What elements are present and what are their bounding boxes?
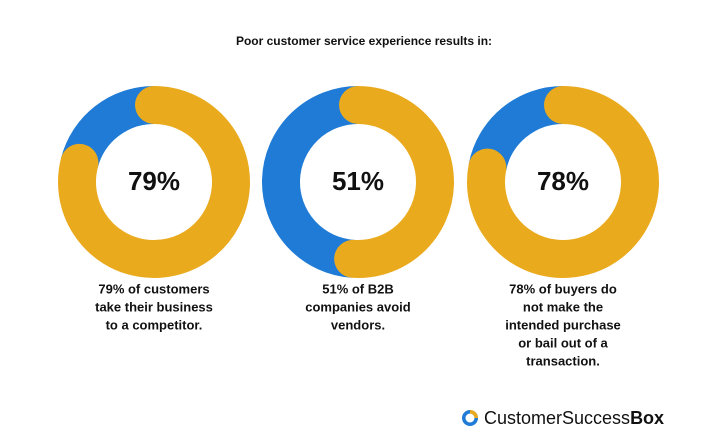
donut-segment xyxy=(58,86,250,278)
caption-line: not make the xyxy=(523,299,603,314)
center-label: 79% xyxy=(128,166,180,196)
brand-name: CustomerSuccessBox xyxy=(484,408,664,428)
donut-segment xyxy=(262,86,359,278)
caption-line: intended purchase xyxy=(505,317,621,332)
donut-segment xyxy=(334,86,454,278)
caption-line: vendors. xyxy=(331,317,385,332)
title: Poor customer service experience results… xyxy=(236,34,492,48)
caption-line: 79% of customers xyxy=(98,281,209,296)
caption-line: transaction. xyxy=(526,353,600,368)
caption-line: to a competitor. xyxy=(106,317,203,332)
center-label: 51% xyxy=(332,166,384,196)
caption-line: 78% of buyers do xyxy=(509,281,617,296)
brand-logo: CustomerSuccessBox xyxy=(462,408,664,428)
brand-name-bold: Box xyxy=(630,408,664,428)
caption-line: companies avoid xyxy=(305,299,411,314)
center-label: 78% xyxy=(537,166,589,196)
donut-segment xyxy=(467,86,659,278)
brand-name-regular: CustomerSuccess xyxy=(484,408,630,428)
caption-line: or bail out of a xyxy=(518,335,608,350)
caption-line: 51% of B2B xyxy=(322,281,394,296)
caption-line: take their business xyxy=(95,299,213,314)
